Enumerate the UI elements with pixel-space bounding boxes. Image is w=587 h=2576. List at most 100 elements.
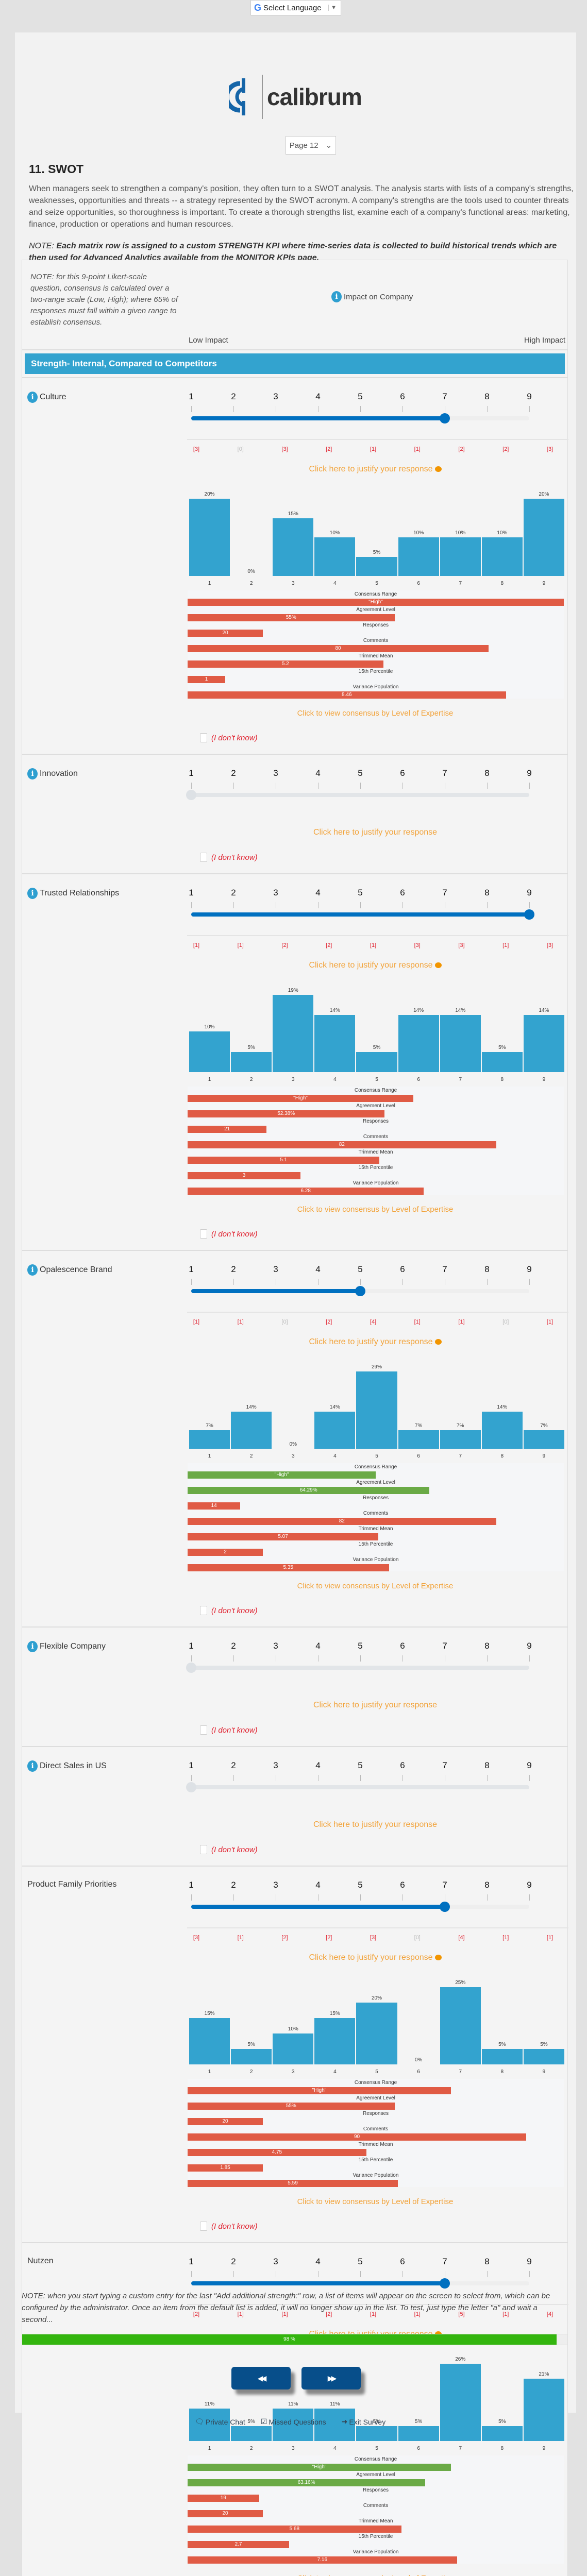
histogram-bar-label: 5% (540, 2042, 548, 2047)
histogram-x-label: 7 (459, 1453, 462, 1459)
slider-handle[interactable] (440, 1902, 450, 1912)
histogram-x-label: 4 (333, 1077, 337, 1082)
slider-handle[interactable] (524, 909, 534, 920)
scale-tick (402, 1655, 403, 1662)
justify-link[interactable]: Click here to justify your response (313, 828, 438, 837)
scale-number: 9 (527, 1641, 532, 1651)
likert-slider[interactable]: 1 2 3 4 5 6 7 8 9 (182, 1876, 543, 1912)
stat-bar: 82 (188, 1141, 496, 1148)
info-icon[interactable]: i (27, 1760, 38, 1772)
info-icon[interactable]: i (27, 1641, 38, 1652)
response-count: [1] (414, 1319, 421, 1325)
response-count: [3] (281, 446, 288, 452)
slider-track[interactable] (191, 909, 534, 920)
row-label-text: Opalescence Brand (40, 1265, 112, 1274)
scale-number: 6 (400, 1264, 405, 1274)
justify-link[interactable]: Click here to justify your response (182, 1948, 568, 1968)
slider-track[interactable] (191, 2278, 529, 2289)
dont-know-checkbox[interactable] (200, 2222, 207, 2231)
expertise-link[interactable]: Click to view consensus by Level of Expe… (297, 709, 454, 718)
stat-bar-track: 5.68 (188, 2526, 564, 2533)
stat-label: Comments (188, 1133, 564, 1141)
slider-handle[interactable] (440, 2278, 450, 2289)
stat-bar-track: 52.38% (188, 1110, 564, 1117)
scale-tick (360, 1279, 361, 1285)
likert-slider[interactable]: 1 2 3 4 5 6 7 8 9 (182, 764, 543, 800)
likert-slider[interactable]: 1 2 3 4 5 6 7 8 9 (182, 884, 543, 920)
stat-bar: "High" (188, 599, 564, 606)
stat-bar: 4.75 (188, 2149, 366, 2156)
response-count: [3] (193, 446, 200, 452)
scale-tick (191, 406, 192, 412)
dont-know-checkbox[interactable] (200, 1229, 207, 1239)
expertise-link[interactable]: Click to view consensus by Level of Expe… (182, 2564, 568, 2576)
dont-know-option[interactable]: (I don't know) (200, 2222, 567, 2242)
likert-slider[interactable]: 1 2 3 4 5 6 7 8 9 (182, 1637, 543, 1673)
info-icon[interactable]: i (27, 768, 38, 779)
dont-know-option[interactable]: (I don't know) (200, 1229, 567, 1250)
stat-label: 15th Percentile (188, 1164, 564, 1172)
justify-link[interactable]: Click here to justify your response (313, 1701, 438, 1709)
scale-number: 4 (315, 1880, 321, 1890)
calibrum-logo: calibrum (229, 75, 362, 119)
slider-handle[interactable] (440, 413, 450, 423)
previous-button[interactable]: ◀◀ (231, 2367, 291, 2389)
dont-know-checkbox[interactable] (200, 1606, 207, 1615)
slider-track[interactable] (191, 1902, 529, 1912)
missed-questions-link[interactable]: ☑ Missed Questions (261, 2417, 326, 2426)
likert-slider[interactable]: 1 2 3 4 5 6 7 8 9 (182, 1756, 543, 1792)
justify-link[interactable]: Click here to justify your response (313, 1820, 438, 1829)
histogram-bar (231, 1411, 272, 1449)
next-button[interactable]: ▶▶ (301, 2367, 361, 2389)
info-icon[interactable]: i (331, 291, 342, 302)
stat-label: Consensus Range (188, 2079, 564, 2087)
slider-handle[interactable] (355, 1286, 365, 1296)
slider-track[interactable] (186, 1782, 529, 1792)
justify-link[interactable]: Click here to justify your response (182, 460, 568, 479)
language-selector[interactable]: G Select Language ▼ (250, 0, 341, 15)
dont-know-option[interactable]: (I don't know) (200, 733, 567, 754)
histogram-bar-label: 7% (206, 1422, 213, 1429)
exit-survey-link[interactable]: ➜ Exit Survey (342, 2417, 386, 2426)
slider-handle[interactable] (186, 790, 196, 800)
slider-handle[interactable] (186, 1782, 196, 1792)
expertise-link[interactable]: Click to view consensus by Level of Expe… (297, 2197, 454, 2206)
slider-handle[interactable] (186, 1663, 196, 1673)
scale-number: 5 (358, 1880, 363, 1890)
histogram-x-label: 1 (208, 1453, 211, 1459)
histogram-bar-label: 10% (329, 530, 340, 536)
dont-know-checkbox[interactable] (200, 733, 207, 742)
row-label: i Flexible Company (27, 1641, 106, 1652)
slider-track[interactable] (186, 1663, 529, 1673)
histogram-bar-label: 21% (539, 2371, 549, 2377)
matrix-row: i Trusted Relationships 1 2 3 4 5 6 7 8 9 [1] [1] [2]… (22, 873, 568, 1250)
dont-know-option[interactable]: (I don't know) (200, 1845, 567, 1866)
stat-bar-track: 63.16% (188, 2479, 564, 2486)
page-select[interactable]: Page 12 ⌄ (286, 136, 336, 155)
dont-know-checkbox[interactable] (200, 1845, 207, 1854)
dont-know-checkbox[interactable] (200, 853, 207, 862)
expertise-link[interactable]: Click to view consensus by Level of Expe… (297, 1205, 454, 1214)
likert-slider[interactable]: 1 2 3 4 5 6 7 8 9 (182, 2252, 543, 2289)
justify-link[interactable]: Click here to justify your response (182, 1332, 568, 1352)
private-chat-link[interactable]: 🗨 Private Chat (195, 2417, 245, 2426)
likert-slider[interactable]: 1 2 3 4 5 6 7 8 9 (182, 1260, 543, 1296)
info-icon[interactable]: i (27, 392, 38, 403)
justify-link[interactable]: Click here to justify your response (182, 956, 568, 975)
slider-track[interactable] (191, 413, 529, 423)
info-icon[interactable]: i (27, 1264, 38, 1276)
slider-track[interactable] (191, 1286, 529, 1296)
scale-tick (529, 902, 530, 908)
dont-know-option[interactable]: (I don't know) (200, 853, 567, 873)
slider-track[interactable] (186, 790, 529, 800)
dont-know-option[interactable]: (I don't know) (200, 1725, 567, 1746)
likert-slider[interactable]: 1 2 3 4 5 6 7 8 9 (182, 387, 543, 423)
dont-know-checkbox[interactable] (200, 1725, 207, 1735)
scale-tick (191, 1655, 192, 1662)
expertise-link[interactable]: Click to view consensus by Level of Expe… (297, 1582, 454, 1590)
dont-know-option[interactable]: (I don't know) (200, 1606, 567, 1626)
stat-bar: 20 (188, 2118, 263, 2125)
info-icon[interactable]: i (27, 888, 38, 899)
histogram-x-label: 2 (249, 2446, 253, 2451)
scale-tick (487, 2271, 488, 2277)
